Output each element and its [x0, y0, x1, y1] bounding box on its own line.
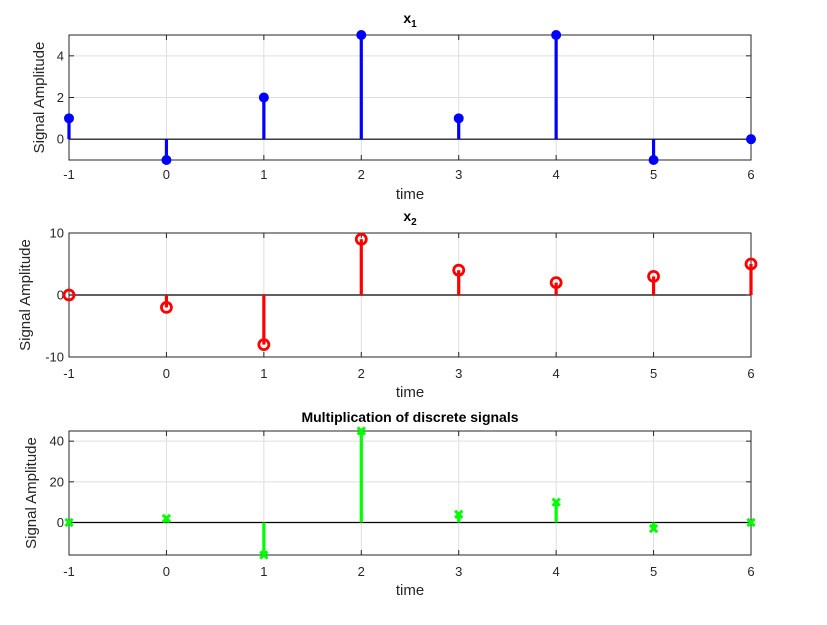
stem-marker: [647, 269, 660, 283]
chart-title-text: x: [403, 208, 411, 224]
x-tick-label: 4: [553, 167, 560, 182]
axes-box: [68, 430, 752, 556]
x-tick-label: 5: [650, 366, 657, 381]
chart-title-subscript: 1: [411, 19, 417, 30]
y-axis-label: Signal Amplitude: [31, 42, 48, 154]
stem-marker: [259, 550, 269, 560]
x-tick-label: 5: [650, 564, 657, 579]
stem-marker: [161, 155, 172, 165]
chart-title-text: Multiplication of discrete signals: [301, 409, 518, 425]
x-axis-label: time: [396, 582, 424, 599]
stem-marker: [648, 523, 659, 534]
chart-title-subscript: 2: [411, 217, 417, 228]
x-tick-label: -1: [63, 167, 75, 182]
x-tick-label: 4: [553, 564, 560, 579]
x-tick-label: 6: [747, 366, 754, 381]
stem-marker: [161, 513, 172, 524]
stem-marker: [549, 276, 563, 290]
stem-marker: [354, 232, 368, 246]
y-tick-label: 4: [57, 48, 64, 63]
stem-marker: [452, 263, 466, 277]
stem-marker: [257, 338, 271, 352]
x-axis-label: time: [396, 186, 424, 203]
stem-marker: [62, 288, 76, 302]
stem-marker: [744, 257, 758, 271]
stem-marker: [356, 30, 367, 40]
x-tick-label: -1: [63, 564, 75, 579]
x-tick-label: -1: [63, 366, 75, 381]
x-tick-label: 2: [358, 564, 365, 579]
chart-title: Multiplication of discrete signals: [301, 409, 518, 425]
stem-marker: [64, 517, 74, 528]
x-tick-label: 3: [455, 167, 462, 182]
y-tick-label: 2: [57, 90, 64, 105]
y-tick-label: 20: [50, 474, 64, 489]
y-tick-label: 40: [50, 434, 64, 449]
y-axis-label: Signal Amplitude: [23, 437, 40, 549]
y-tick-label: 0: [57, 515, 64, 530]
chart-title-text: x: [403, 10, 411, 26]
plot-area: [69, 431, 751, 555]
stem-marker: [258, 92, 269, 103]
stem-marker: [453, 113, 464, 124]
y-tick-label: 0: [57, 288, 64, 303]
y-tick-label: 10: [50, 226, 64, 241]
stem-marker: [160, 300, 173, 314]
x-tick-label: 0: [163, 366, 170, 381]
x-tick-label: 3: [455, 366, 462, 381]
y-tick-label: 0: [57, 132, 64, 147]
stem-marker: [746, 517, 756, 528]
y-axis-label: Signal Amplitude: [17, 239, 34, 351]
x-tick-label: 4: [553, 366, 560, 381]
stem-marker: [746, 134, 756, 145]
stem-marker: [551, 30, 562, 40]
y-tick-label: -10: [45, 350, 64, 365]
subplot-3: -1 0 1 2 3 4 5 6 0 20 40 Multiplication of discrete…: [23, 409, 756, 599]
x-tick-label: 6: [747, 564, 754, 579]
x-tick-label: 2: [358, 366, 365, 381]
stem-marker: [648, 155, 659, 165]
stem-marker: [454, 509, 464, 520]
x-tick-label: 3: [455, 564, 462, 579]
chart-title: x1: [403, 10, 417, 30]
x-tick-label: 0: [163, 167, 170, 182]
x-tick-label: 1: [260, 564, 267, 579]
stem-marker: [356, 426, 366, 436]
stem-marker: [64, 113, 74, 124]
chart-title: x2: [403, 208, 417, 228]
x-tick-label: 0: [163, 564, 170, 579]
x-tick-label: 1: [260, 366, 267, 381]
x-tick-label: 1: [260, 167, 267, 182]
x-tick-label: 5: [650, 167, 657, 182]
x-axis-label: time: [396, 384, 424, 401]
stem-marker: [551, 497, 561, 507]
x-tick-label: 2: [358, 167, 365, 182]
x-tick-label: 6: [747, 167, 754, 182]
